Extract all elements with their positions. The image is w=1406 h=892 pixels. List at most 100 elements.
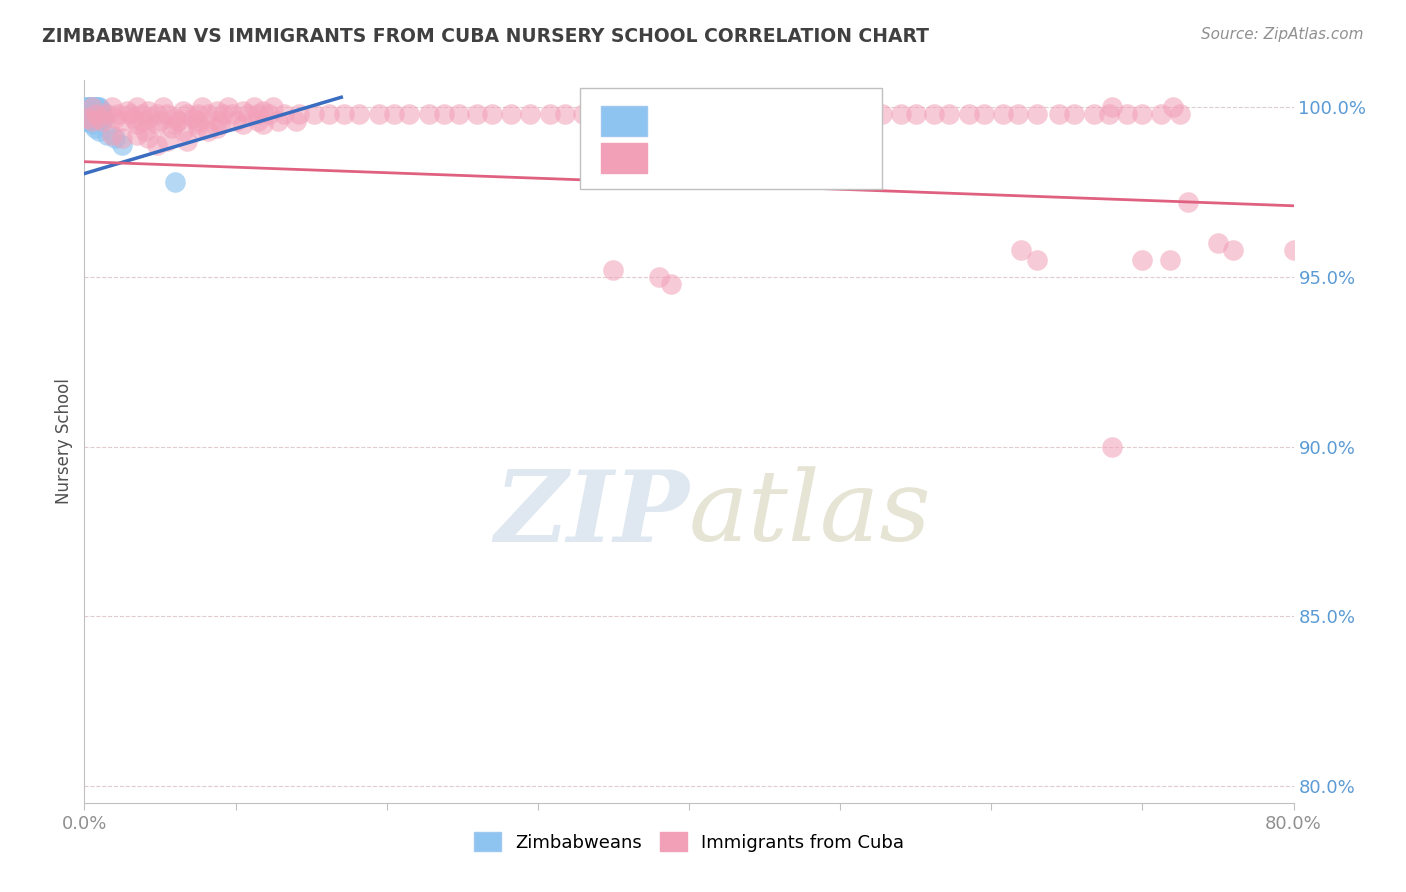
- Point: [104, 131, 127, 145]
- Point: [89, 124, 111, 138]
- Point: [197, 124, 219, 138]
- Point: [648, 270, 671, 285]
- Point: [212, 107, 235, 121]
- Point: [519, 107, 541, 121]
- Point: [232, 117, 254, 131]
- Point: [872, 107, 894, 121]
- Point: [499, 107, 522, 121]
- Point: [1161, 100, 1184, 114]
- Point: [80, 114, 103, 128]
- Point: [77, 100, 100, 114]
- Point: [333, 107, 356, 121]
- Point: [80, 103, 103, 118]
- Point: [79, 111, 101, 125]
- Point: [1007, 107, 1029, 121]
- Point: [111, 137, 134, 152]
- Point: [890, 107, 912, 121]
- Point: [80, 117, 103, 131]
- Point: [187, 120, 209, 135]
- Point: [79, 107, 101, 121]
- Point: [467, 107, 489, 121]
- Point: [678, 107, 700, 121]
- Point: [1149, 107, 1171, 121]
- Point: [115, 103, 138, 118]
- Point: [659, 107, 682, 121]
- Point: [852, 107, 875, 121]
- Point: [209, 117, 232, 131]
- Text: 0.298: 0.298: [717, 112, 779, 130]
- Point: [288, 107, 311, 121]
- Text: 125: 125: [825, 149, 866, 168]
- Point: [172, 103, 194, 118]
- Point: [187, 117, 209, 131]
- Point: [1159, 253, 1181, 268]
- Point: [1011, 243, 1033, 257]
- Point: [187, 114, 209, 128]
- Point: [187, 107, 209, 121]
- Point: [93, 111, 115, 125]
- Point: [745, 107, 768, 121]
- FancyBboxPatch shape: [600, 105, 647, 136]
- Point: [86, 111, 108, 125]
- Point: [134, 124, 156, 138]
- Point: [176, 134, 198, 148]
- Text: atlas: atlas: [689, 467, 931, 561]
- Point: [80, 100, 103, 114]
- Point: [87, 100, 110, 114]
- Text: ZIMBABWEAN VS IMMIGRANTS FROM CUBA NURSERY SCHOOL CORRELATION CHART: ZIMBABWEAN VS IMMIGRANTS FROM CUBA NURSE…: [42, 27, 929, 45]
- Point: [77, 114, 100, 128]
- Point: [302, 107, 325, 121]
- Point: [957, 107, 980, 121]
- Point: [207, 114, 229, 128]
- Point: [1025, 107, 1047, 121]
- Point: [84, 100, 107, 114]
- Point: [1130, 253, 1153, 268]
- Point: [1177, 195, 1199, 210]
- Point: [711, 107, 734, 121]
- Point: [165, 117, 187, 131]
- Point: [121, 111, 143, 125]
- Point: [242, 100, 264, 114]
- Point: [75, 114, 97, 128]
- Point: [382, 107, 405, 121]
- Point: [80, 107, 103, 121]
- Point: [602, 263, 624, 277]
- Point: [191, 100, 214, 114]
- Point: [285, 114, 308, 128]
- Point: [76, 111, 98, 125]
- Point: [131, 114, 153, 128]
- Point: [82, 100, 104, 114]
- Point: [111, 114, 134, 128]
- Point: [75, 100, 97, 114]
- Point: [1101, 440, 1123, 454]
- Point: [247, 114, 270, 128]
- Point: [1025, 253, 1047, 268]
- Text: Source: ZipAtlas.com: Source: ZipAtlas.com: [1201, 27, 1364, 42]
- Point: [89, 103, 111, 118]
- Point: [84, 103, 107, 118]
- Point: [973, 107, 995, 121]
- Point: [96, 128, 118, 142]
- Point: [82, 111, 104, 125]
- Point: [799, 107, 821, 121]
- Point: [77, 111, 100, 125]
- Point: [149, 114, 172, 128]
- Point: [262, 100, 284, 114]
- Point: [449, 107, 471, 121]
- Point: [1116, 107, 1139, 121]
- Point: [89, 111, 111, 125]
- Point: [922, 107, 945, 121]
- Point: [82, 103, 104, 118]
- Point: [146, 137, 169, 152]
- Point: [79, 103, 101, 118]
- Point: [76, 114, 98, 128]
- Point: [207, 120, 229, 135]
- Point: [318, 107, 340, 121]
- Point: [554, 107, 576, 121]
- Point: [127, 128, 149, 142]
- Point: [160, 120, 183, 135]
- Point: [252, 117, 274, 131]
- Point: [87, 111, 110, 125]
- Point: [904, 107, 927, 121]
- Point: [659, 277, 682, 291]
